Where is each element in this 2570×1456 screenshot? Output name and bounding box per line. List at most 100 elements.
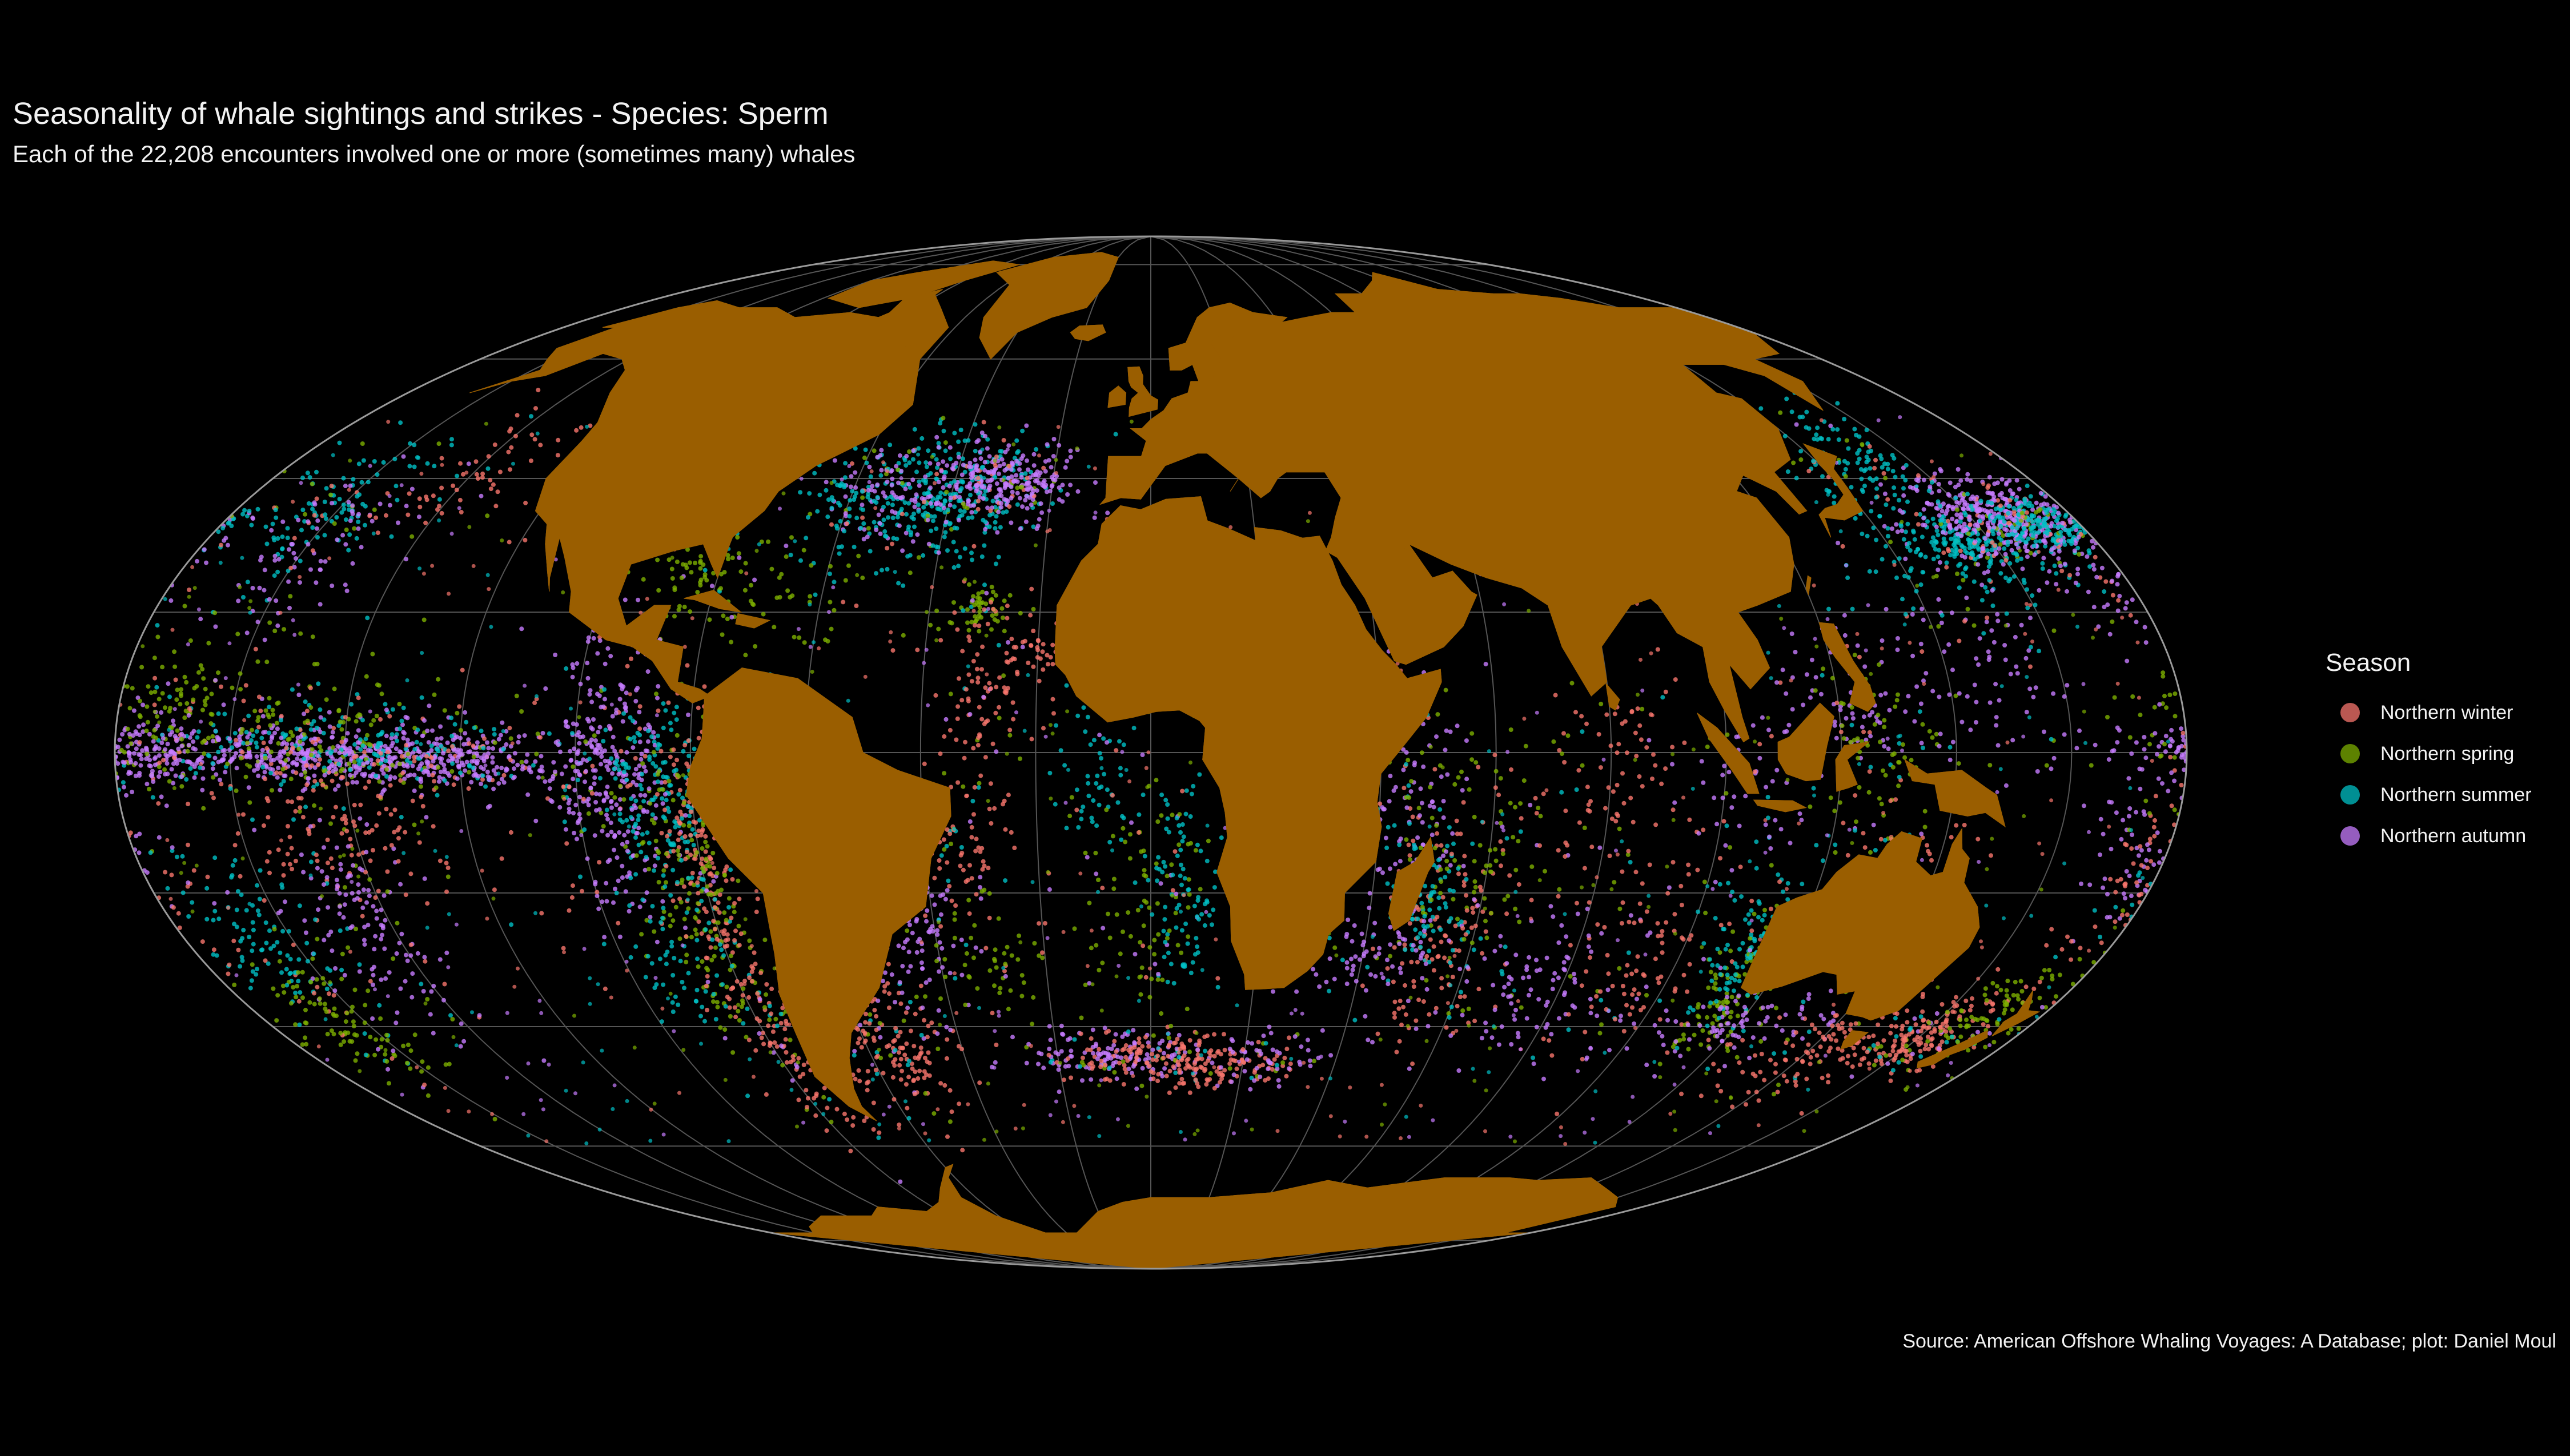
encounter-point: [461, 1039, 467, 1044]
encounter-point: [1292, 1034, 1298, 1039]
encounter-point: [1131, 726, 1137, 731]
encounter-point: [1105, 510, 1110, 516]
encounter-point: [708, 856, 713, 862]
encounter-point: [365, 760, 370, 765]
encounter-point: [700, 846, 705, 851]
encounter-point: [907, 485, 913, 490]
encounter-point: [668, 923, 673, 928]
encounter-point: [1258, 1075, 1263, 1079]
encounter-point: [1019, 484, 1024, 489]
encounter-point: [1036, 1061, 1041, 1067]
encounter-point: [642, 793, 648, 798]
encounter-point: [1277, 1051, 1282, 1056]
encounter-point: [1057, 485, 1062, 490]
encounter-point: [346, 945, 351, 950]
encounter-point: [336, 707, 342, 713]
encounter-point: [750, 601, 755, 606]
encounter-point: [2160, 781, 2165, 786]
encounter-point: [278, 749, 283, 754]
encounter-point: [986, 866, 991, 871]
encounter-point: [1057, 443, 1062, 448]
encounter-point: [969, 876, 974, 881]
encounter-point: [969, 935, 974, 940]
encounter-point: [893, 1025, 898, 1031]
encounter-point: [616, 767, 621, 773]
encounter-point: [1171, 1064, 1176, 1069]
encounter-point: [947, 620, 953, 625]
encounter-point: [1025, 458, 1029, 463]
encounter-point: [479, 781, 484, 786]
encounter-point: [1117, 1060, 1122, 1065]
encounter-point: [499, 856, 504, 861]
encounter-point: [993, 463, 998, 468]
encounter-point: [303, 1007, 308, 1012]
encounter-point: [996, 509, 1001, 514]
encounter-point: [588, 786, 593, 791]
encounter-point: [886, 962, 891, 967]
encounter-point: [1257, 1048, 1262, 1053]
encounter-point: [757, 1031, 762, 1036]
encounter-point: [340, 533, 346, 538]
encounter-point: [814, 1093, 819, 1099]
encounter-point: [674, 758, 680, 763]
encounter-point: [881, 505, 886, 509]
encounter-point: [920, 966, 925, 971]
encounter-point: [422, 718, 427, 723]
encounter-point: [844, 513, 849, 518]
encounter-point: [1240, 1047, 1246, 1052]
encounter-point: [1167, 1068, 1172, 1073]
encounter-point: [298, 734, 303, 739]
encounter-point: [585, 717, 590, 722]
encounter-point: [623, 705, 628, 710]
encounter-point: [711, 999, 716, 1004]
encounter-point: [736, 551, 741, 556]
encounter-point: [564, 841, 569, 846]
encounter-point: [303, 786, 308, 791]
encounter-point: [156, 765, 162, 770]
encounter-point: [982, 485, 987, 490]
encounter-point: [344, 527, 349, 532]
encounter-point: [847, 514, 852, 519]
encounter-point: [1006, 1007, 1011, 1012]
encounter-point: [651, 750, 656, 755]
encounter-point: [977, 1080, 982, 1085]
encounter-point: [1014, 645, 1019, 650]
encounter-point: [828, 600, 833, 605]
encounter-point: [1042, 921, 1047, 926]
encounter-point: [836, 500, 841, 505]
encounter-point: [405, 773, 411, 778]
encounter-point: [191, 868, 196, 873]
encounter-point: [296, 979, 301, 984]
encounter-point: [926, 1050, 931, 1055]
encounter-point: [1245, 1040, 1250, 1045]
encounter-point: [976, 591, 981, 596]
encounter-point: [1001, 673, 1006, 678]
encounter-point: [225, 761, 230, 766]
encounter-point: [674, 767, 678, 773]
encounter-point: [245, 741, 250, 746]
encounter-point: [637, 726, 642, 731]
encounter-point: [996, 642, 1001, 647]
encounter-point: [1288, 1061, 1293, 1067]
encounter-point: [219, 745, 224, 750]
encounter-point: [959, 472, 965, 477]
encounter-point: [1074, 787, 1079, 793]
encounter-point: [983, 946, 989, 951]
encounter-point: [696, 705, 701, 710]
encounter-point: [1036, 473, 1041, 478]
encounter-point: [971, 812, 976, 817]
encounter-point: [862, 455, 867, 460]
encounter-point: [255, 883, 260, 888]
encounter-point: [838, 483, 843, 488]
encounter-point: [1045, 653, 1050, 658]
encounter-point: [539, 754, 544, 759]
encounter-point: [419, 982, 424, 987]
encounter-point: [948, 1027, 953, 1032]
encounter-point: [539, 911, 544, 916]
encounter-point: [872, 489, 877, 494]
encounter-point: [390, 763, 395, 768]
encounter-point: [294, 995, 299, 1000]
encounter-point: [1029, 643, 1034, 648]
encounter-point: [306, 755, 311, 761]
encounter-point: [272, 558, 278, 563]
